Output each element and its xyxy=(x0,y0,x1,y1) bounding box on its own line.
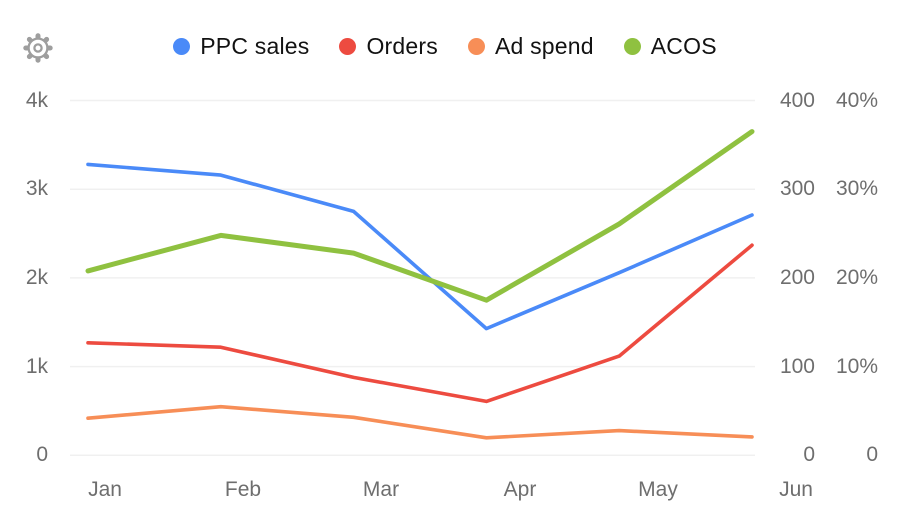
legend-label: PPC sales xyxy=(200,33,310,59)
legend-label: Orders xyxy=(366,33,438,59)
legend-dot-icon xyxy=(173,38,191,55)
legend-item-orders[interactable]: Orders xyxy=(339,33,438,60)
y-axis-tick-right: 200 xyxy=(779,265,815,289)
gear-icon xyxy=(23,33,53,63)
x-axis-label-jan: Jan xyxy=(88,478,122,501)
x-axis-label-feb: Feb xyxy=(224,478,262,501)
legend-item-ppc-sales[interactable]: PPC sales xyxy=(173,33,309,60)
y-axis-tick-left: 2k xyxy=(25,265,48,289)
y-axis-tick-left: 3k xyxy=(25,177,48,201)
y-axis-tick-right: 0 xyxy=(803,443,815,467)
series-line-orders xyxy=(86,243,754,404)
series-line-ppc-sales xyxy=(86,162,754,331)
y-axis-tick-left: 1k xyxy=(25,354,48,378)
x-axis-label-apr: Apr xyxy=(503,478,537,501)
legend-dot-icon xyxy=(339,38,357,55)
series-line-ad-spend xyxy=(86,404,754,440)
y-axis-tick-percent: 20% xyxy=(835,265,878,289)
legend-item-acos[interactable]: ACOS xyxy=(623,33,717,60)
legend-label: ACOS xyxy=(650,33,717,59)
y-axis-tick-percent: 0 xyxy=(866,443,878,467)
legend-item-ad-spend[interactable]: Ad spend xyxy=(467,33,594,60)
x-axis-label-jun: Jun xyxy=(779,478,813,501)
y-axis-tick-percent: 30% xyxy=(835,177,878,201)
y-axis-tick-left: 0 xyxy=(36,443,48,467)
legend-dot-icon xyxy=(623,38,641,55)
y-axis-tick-right: 300 xyxy=(779,177,815,201)
legend-label: Ad spend xyxy=(494,33,594,59)
series-line-acos xyxy=(85,129,755,303)
x-axis-label-may: May xyxy=(638,478,678,501)
y-axis-tick-left: 4k xyxy=(25,88,48,112)
settings-button[interactable] xyxy=(21,31,55,65)
y-axis-tick-right: 100 xyxy=(779,354,815,378)
y-axis-tick-percent: 40% xyxy=(835,88,878,112)
y-axis-tick-percent: 10% xyxy=(835,354,878,378)
x-axis-label-mar: Mar xyxy=(362,478,400,501)
legend-dot-icon xyxy=(467,38,485,55)
y-axis-tick-right: 400 xyxy=(779,88,815,112)
chart-legend: PPC sales Orders Ad spend ACOS xyxy=(0,33,899,60)
